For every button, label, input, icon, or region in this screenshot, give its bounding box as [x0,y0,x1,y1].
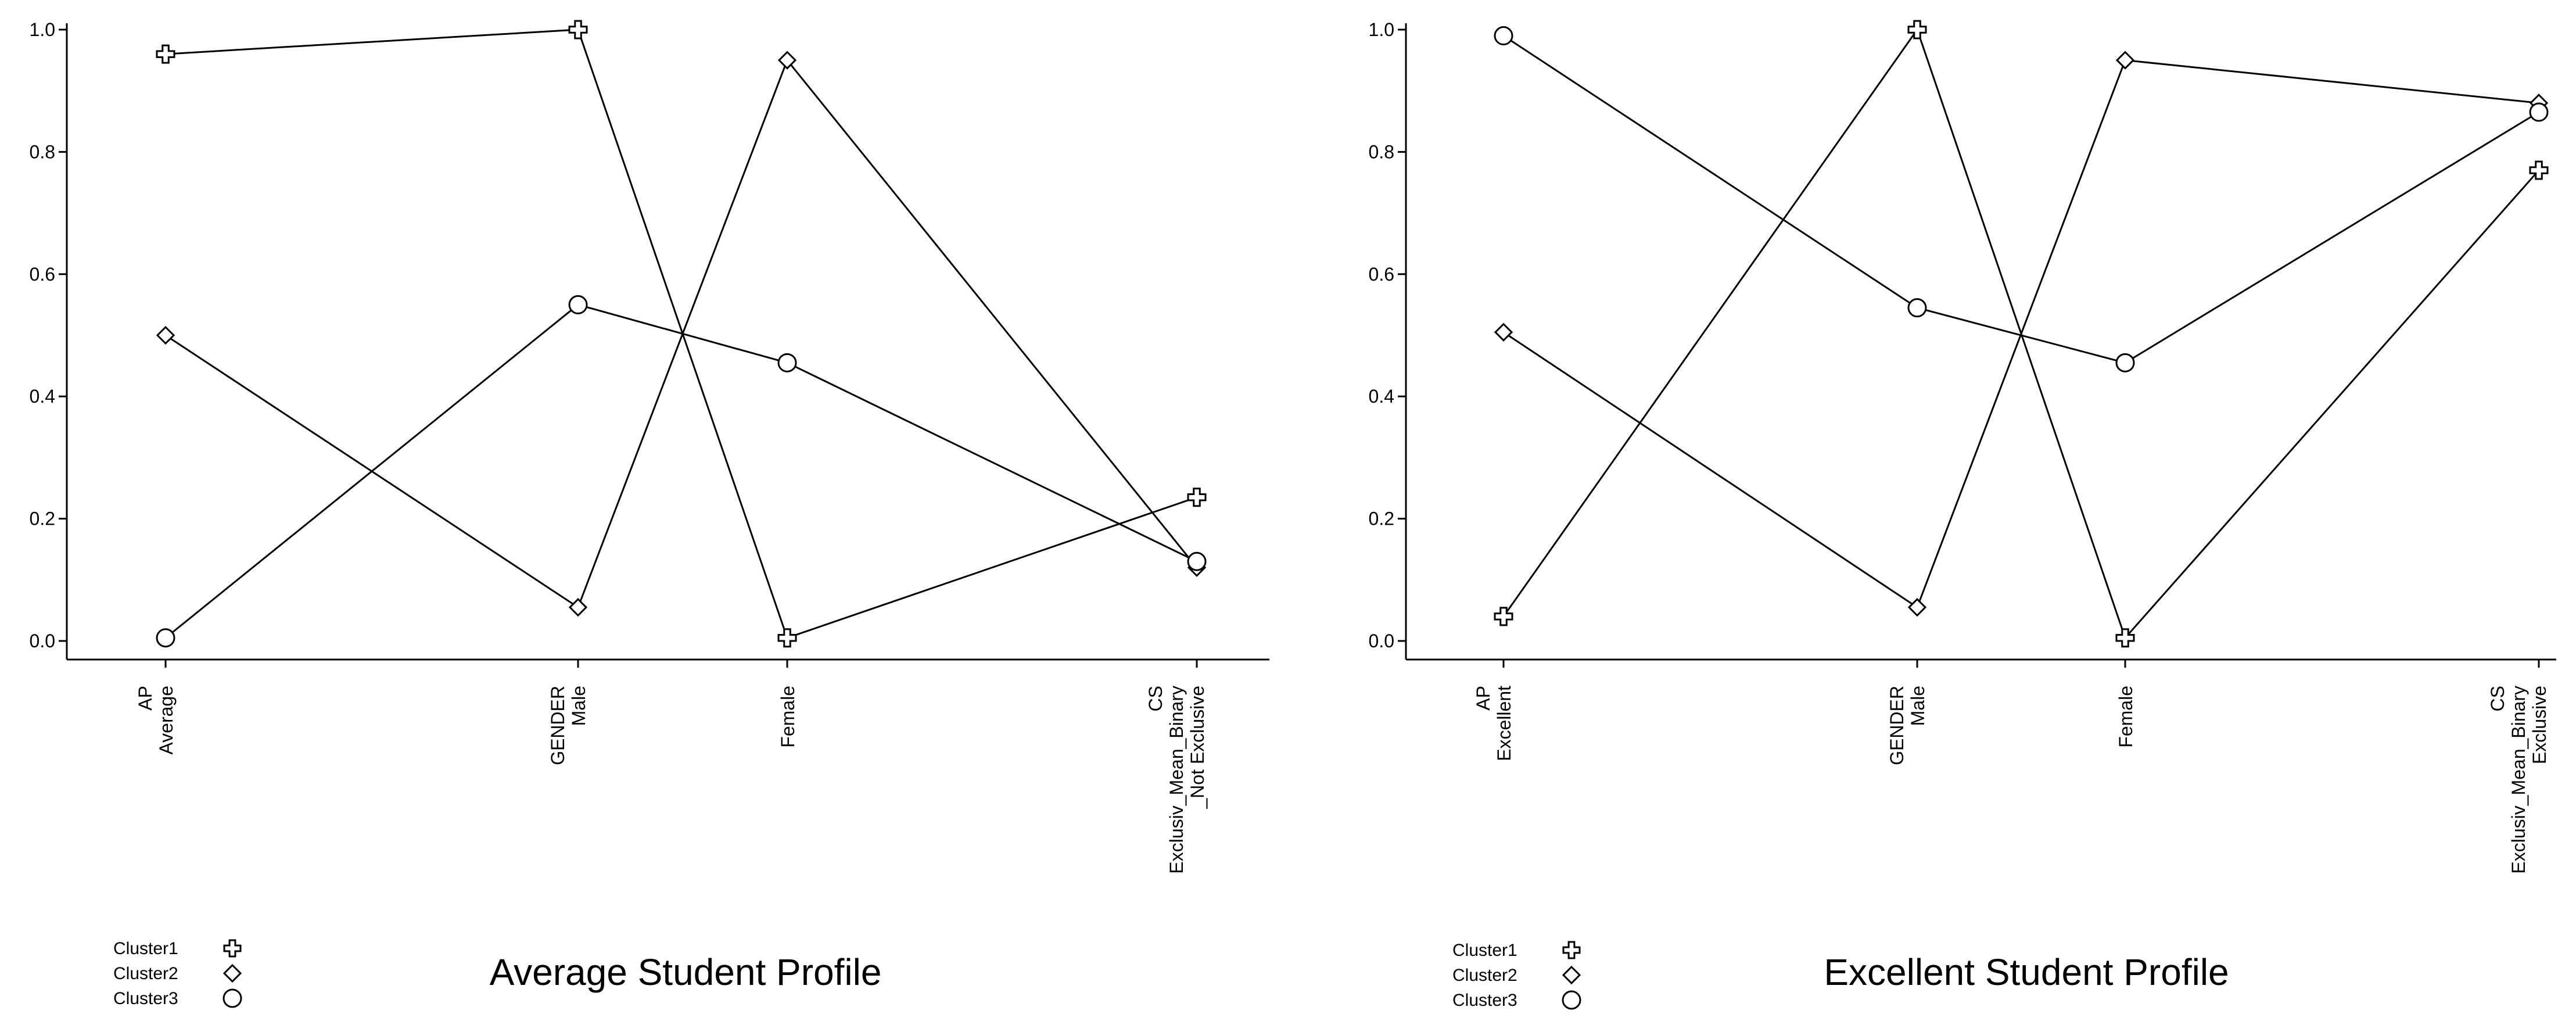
data-point-cluster1 [1187,488,1207,507]
chart-title: Average Student Profile [490,951,882,993]
y-tick-label: 0.2 [30,508,55,529]
x-category-label: Exclusiv_Mean_Binary [2508,686,2529,874]
data-point-cluster2 [568,598,588,617]
legend-label: Cluster3 [1452,991,1517,1010]
legend-label: Cluster2 [113,964,178,983]
y-tick-label: 0.8 [1369,141,1394,162]
legend-label: Cluster1 [113,939,178,958]
data-point-cluster1 [2529,160,2549,180]
y-tick-label: 0.0 [30,630,55,651]
x-category-label: CS [2487,686,2508,711]
legend-label: Cluster2 [1452,966,1517,985]
y-tick-label: 0.8 [30,141,55,162]
x-category-label: Male [568,686,589,726]
x-category-label: Excellent [1494,686,1515,761]
y-tick-label: 0.0 [1369,630,1394,651]
legend-marker-cluster2 [1562,965,1581,985]
x-category-label: AP [1473,686,1494,711]
data-point-cluster3 [156,628,175,648]
y-tick-label: 0.2 [1369,508,1394,529]
y-tick-label: 0.6 [30,264,55,285]
data-point-cluster3 [1907,298,1927,318]
legend: Cluster1 Cluster2 Cluster3 [113,939,242,1008]
chart-panel-1: 0.0 0.2 0.4 0.6 0.8 1.0 AP Average GENDER Male Fem… [30,19,1269,1008]
x-category-label: Average [156,686,177,755]
series-line-cluster3 [1503,35,2539,364]
data-point-cluster3 [1494,26,1513,46]
data-point-cluster2 [777,51,797,70]
data-point-cluster1 [1907,20,1927,40]
legend-marker-cluster3 [1562,990,1581,1010]
legend-marker-cluster2 [223,963,242,983]
data-point-cluster2 [1907,598,1927,617]
y-tick-label: 0.4 [30,386,55,407]
data-point-cluster1 [568,20,588,40]
x-category-label: Exclusiv_Mean_Binary [1166,686,1187,874]
data-point-cluster3 [2529,102,2549,122]
x-category-label: GENDER [1886,686,1907,765]
y-tick-label: 1.0 [1369,19,1394,40]
data-point-cluster2 [1494,322,1513,342]
chart-title: Excellent Student Profile [1824,951,2229,993]
x-category-label: GENDER [547,686,568,765]
x-category-label: _Not Exclusive [1187,686,1208,809]
data-point-cluster1 [156,44,175,64]
x-category-label: CS [1145,686,1166,711]
data-point-cluster3 [777,353,797,372]
x-category-label: Female [2115,686,2136,748]
x-category-label: Female [777,686,798,748]
series-line-cluster2 [1503,59,2539,609]
x-category-label: Male [1907,686,1928,726]
data-point-cluster1 [2115,628,2135,648]
legend: Cluster1 Cluster2 Cluster3 [1452,941,1581,1010]
data-point-cluster2 [156,325,175,345]
data-point-cluster1 [777,628,797,648]
y-tick-label: 1.0 [30,19,55,40]
legend-marker-cluster1 [223,939,242,958]
legend-label: Cluster3 [113,989,178,1008]
x-category-label: Exclusive [2529,686,2550,764]
chart-panel-2: 0.0 0.2 0.4 0.6 0.8 1.0 AP Excellent GENDER Male F… [1369,19,2556,1010]
y-tick-label: 0.4 [1369,386,1394,407]
legend-label: Cluster1 [1452,941,1517,960]
data-point-cluster1 [1494,607,1513,626]
y-tick-label: 0.6 [1369,264,1394,285]
series-line-cluster3 [165,303,1197,639]
data-point-cluster3 [568,295,588,314]
legend-marker-cluster3 [223,988,242,1008]
legend-marker-cluster1 [1562,941,1581,959]
x-category-label: AP [135,686,156,711]
data-point-cluster3 [2115,353,2135,372]
data-point-cluster2 [2115,51,2135,70]
data-point-cluster3 [1187,551,1207,571]
